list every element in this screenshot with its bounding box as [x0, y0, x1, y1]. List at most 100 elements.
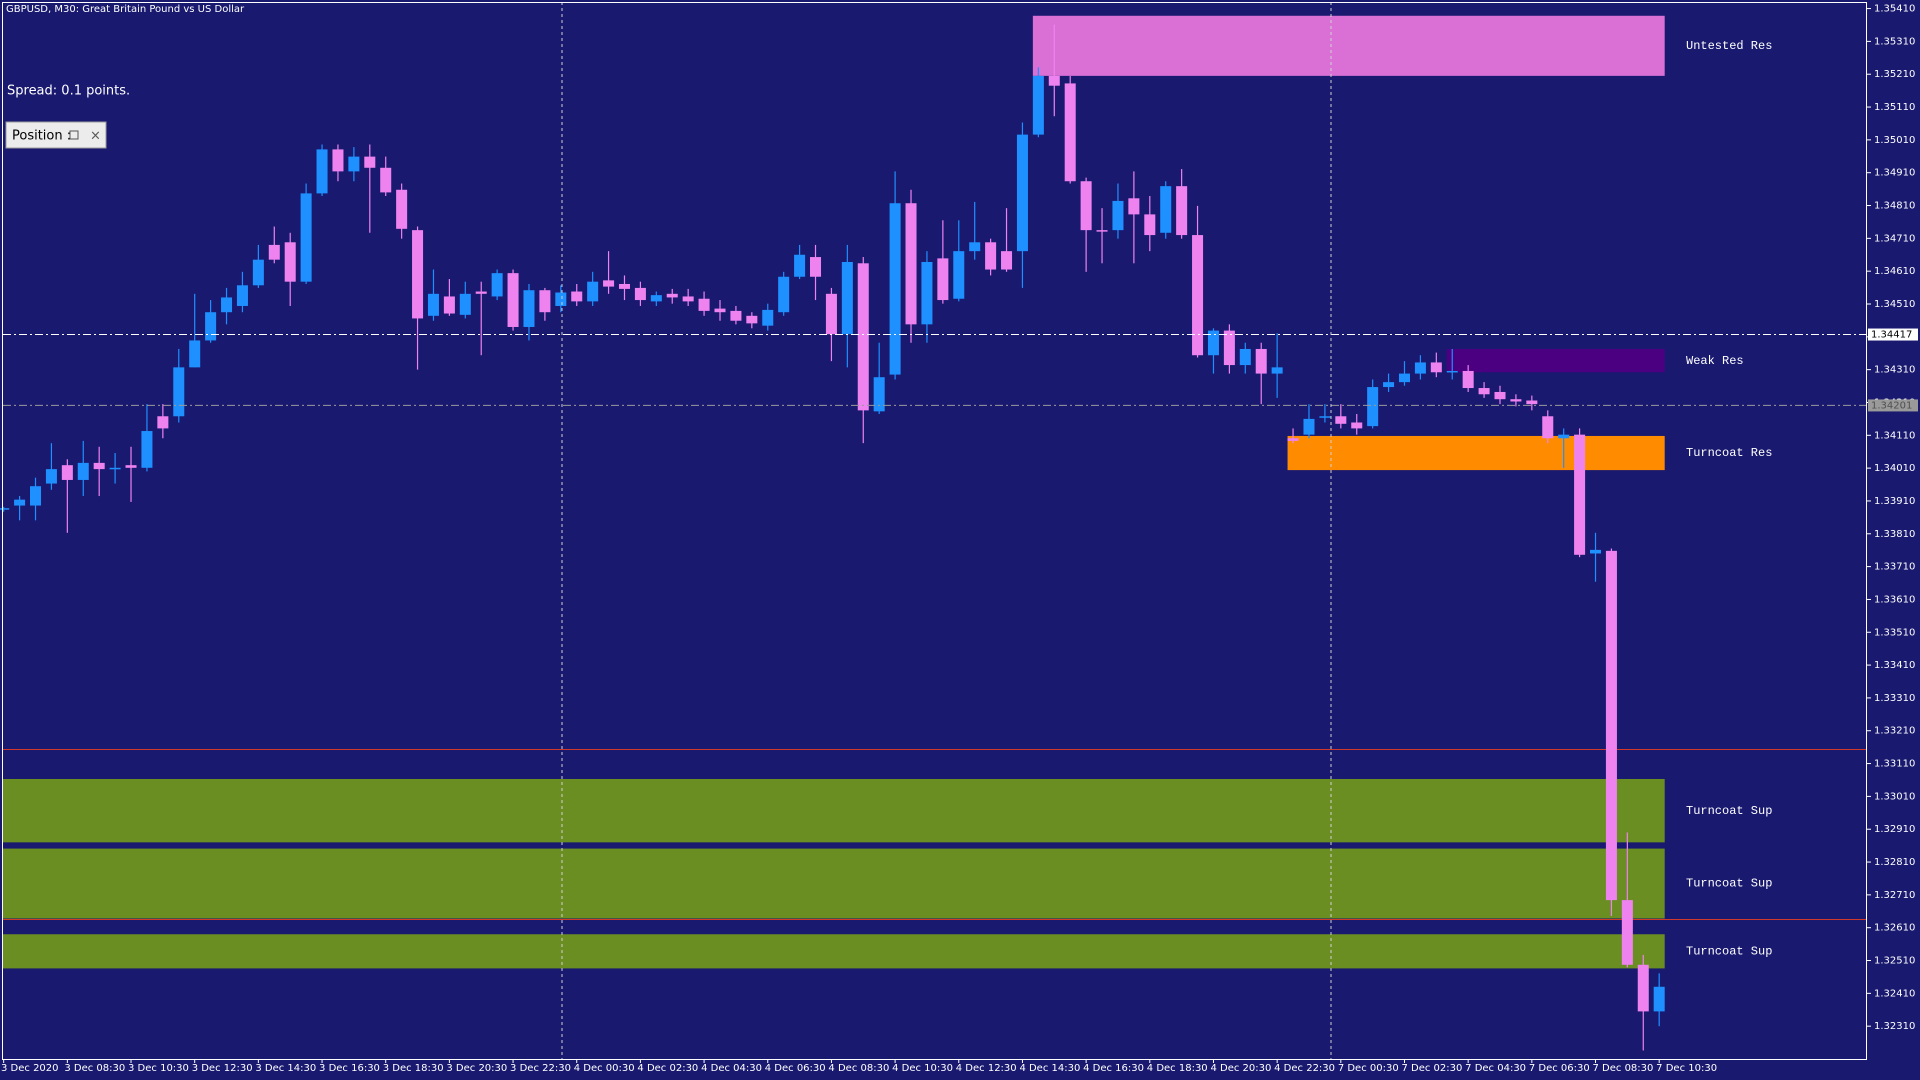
candle-body: [1001, 251, 1013, 270]
zone: [3, 848, 1665, 919]
candle-body: [1351, 422, 1363, 429]
y-tick-label: 1.33610: [1874, 594, 1915, 605]
y-tick-label: 1.33710: [1874, 562, 1915, 573]
zone: [3, 778, 1665, 843]
x-tick-label: 7 Dec 08:30: [1593, 1063, 1654, 1074]
candle-body: [0, 508, 10, 510]
zone-label: Turncoat Sup: [1686, 804, 1772, 818]
candle-body: [1590, 549, 1602, 554]
candle-body: [1574, 434, 1586, 555]
restore-icon[interactable]: [69, 130, 79, 140]
price-label: 1.34417: [1871, 330, 1912, 341]
candle-body: [284, 242, 296, 282]
x-tick-label: 3 Dec 20:30: [446, 1063, 507, 1074]
x-tick-label: 4 Dec 04:30: [701, 1063, 762, 1074]
candle-body: [268, 244, 280, 260]
x-tick-label: 4 Dec 08:30: [828, 1063, 889, 1074]
candle-body: [825, 293, 837, 335]
candle-body: [937, 258, 949, 301]
y-tick-label: 1.35310: [1874, 36, 1915, 47]
position-label[interactable]: Position :: [12, 129, 71, 144]
candle-body: [682, 296, 694, 302]
candle-body: [1478, 388, 1490, 395]
candle-body: [1239, 348, 1251, 366]
candle-body: [1128, 198, 1140, 215]
candle-body: [443, 296, 455, 314]
candle-body: [953, 251, 965, 299]
candle-body: [1160, 186, 1172, 233]
candle-body: [109, 467, 121, 470]
position-box[interactable]: [5, 121, 107, 149]
candle-body: [810, 257, 822, 277]
x-tick-label: 3 Dec 08:30: [64, 1063, 125, 1074]
candle-body: [30, 486, 42, 506]
x-tick-label: 4 Dec 20:30: [1210, 1063, 1271, 1074]
y-tick-label: 1.33210: [1874, 726, 1915, 737]
y-tick-label: 1.32810: [1874, 857, 1915, 868]
candle-body: [205, 312, 217, 341]
candle-body: [857, 263, 869, 411]
candle-body: [1542, 416, 1554, 439]
x-tick-label: 3 Dec 22:30: [510, 1063, 571, 1074]
candle-body: [221, 297, 233, 313]
x-tick-label: 4 Dec 06:30: [765, 1063, 826, 1074]
candle-body: [507, 273, 519, 327]
candle-body: [77, 462, 89, 480]
x-tick-label: 4 Dec 12:30: [956, 1063, 1017, 1074]
candle-body: [173, 367, 185, 417]
candle-body: [427, 293, 439, 316]
candle-body: [14, 499, 26, 506]
position-panel[interactable]: Position : ×: [5, 121, 107, 149]
candle-body: [841, 261, 853, 335]
candle-body: [555, 292, 567, 306]
candle-body: [364, 156, 376, 168]
candle-body: [1367, 387, 1379, 427]
y-tick-label: 1.33910: [1874, 496, 1915, 507]
candle-body: [157, 416, 169, 429]
candle-body: [1605, 550, 1617, 901]
candle-body: [1207, 330, 1219, 356]
x-tick-label: 4 Dec 02:30: [637, 1063, 698, 1074]
candle-body: [125, 465, 137, 468]
candle-body: [380, 167, 392, 193]
candle-body: [1192, 235, 1204, 356]
candle-body: [603, 280, 615, 287]
candle-body: [348, 156, 360, 172]
candle-body: [523, 290, 535, 327]
y-tick-label: 1.34310: [1874, 365, 1915, 376]
candle-body: [61, 465, 73, 480]
y-tick-label: 1.32310: [1874, 1021, 1915, 1032]
candle-body: [1287, 438, 1299, 441]
price-label-box: [1868, 328, 1918, 341]
candle-body: [1494, 391, 1506, 400]
candle-body: [889, 203, 901, 375]
x-tick-label: 4 Dec 18:30: [1147, 1063, 1208, 1074]
y-tick-label: 1.34610: [1874, 266, 1915, 277]
x-tick-label: 4 Dec 00:30: [574, 1063, 635, 1074]
candle-body: [1048, 75, 1060, 86]
plot-border: [2, 2, 1867, 1060]
candle-body: [93, 462, 105, 470]
candle-body: [1637, 964, 1649, 1012]
candle-body: [794, 254, 806, 277]
candle-body: [316, 149, 328, 194]
zone-label: Turncoat Sup: [1686, 877, 1772, 891]
candle-body: [1319, 416, 1331, 418]
candle-body: [1446, 370, 1458, 373]
close-icon[interactable]: ×: [90, 129, 101, 144]
chart-title: GBPUSD, M30: Great Britain Pound vs US D…: [6, 4, 245, 15]
candle-body: [1016, 134, 1028, 252]
y-tick-label: 1.34110: [1874, 430, 1915, 441]
candle-body: [1383, 382, 1395, 388]
candle-body: [475, 291, 487, 294]
candle-body: [714, 308, 726, 313]
x-tick-label: 7 Dec 10:30: [1656, 1063, 1717, 1074]
zone-label: Untested Res: [1686, 39, 1772, 53]
zone-label: Turncoat Sup: [1686, 945, 1772, 959]
candle-body: [332, 149, 344, 172]
x-tick-label: 7 Dec 06:30: [1529, 1063, 1590, 1074]
candle-body: [571, 291, 583, 302]
candle-body: [300, 193, 312, 282]
candle-body: [412, 230, 424, 319]
